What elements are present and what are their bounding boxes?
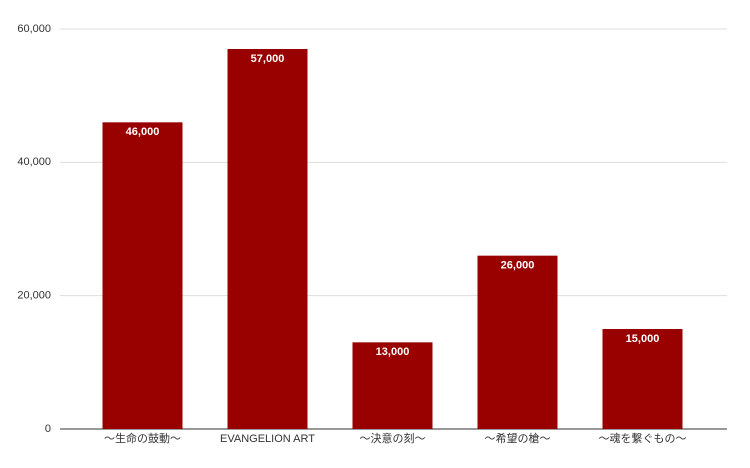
bar [102,122,183,429]
y-tick-label: 60,000 [17,23,51,35]
x-tick-label: ～希望の槍～ [485,431,551,445]
bar [602,329,683,429]
x-tick-label: ～決意の刻～ [360,431,426,445]
bar [477,255,558,429]
x-tick-label: ～生命の鼓動～ [104,431,181,445]
value-label: 15,000 [626,333,660,345]
y-tick-label: 40,000 [17,156,51,168]
y-tick-label: 0 [45,423,51,435]
y-tick-label: 20,000 [17,290,51,302]
value-label: 26,000 [501,260,535,272]
value-label: 13,000 [376,346,410,358]
bar [227,49,308,429]
bar [352,342,433,429]
x-tick-label: ～魂を繋ぐもの～ [599,431,687,445]
x-tick-label: EVANGELION ART [220,433,315,445]
value-label: 46,000 [126,126,160,138]
value-label: 57,000 [251,53,285,65]
